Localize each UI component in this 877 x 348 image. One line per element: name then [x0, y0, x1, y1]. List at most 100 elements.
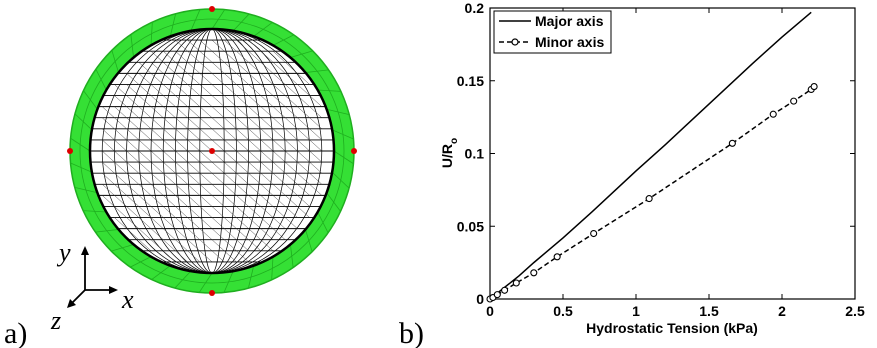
inner-mesh-edge [187, 73, 200, 85]
inner-mesh-edge [260, 228, 274, 240]
inner-mesh-edge [211, 62, 225, 74]
inner-mesh-edge [199, 39, 213, 52]
inner-mesh-edge [272, 184, 286, 196]
inner-mesh-edge [150, 106, 164, 118]
inner-mesh-edge [224, 95, 237, 107]
inner-mesh-edge [126, 117, 139, 129]
inner-mesh-edge [175, 239, 188, 251]
inner-mesh-edge [272, 195, 286, 207]
inner-mesh-edge [211, 184, 225, 196]
inner-mesh-edge [272, 51, 286, 63]
inner-mesh-edge [285, 173, 298, 185]
inner-mesh-edge [272, 206, 286, 218]
inner-mesh-edge [150, 206, 164, 218]
inner-mesh-edge [102, 117, 115, 129]
inner-mesh-edge [272, 84, 286, 96]
panel-b-label: b) [399, 317, 424, 348]
node-marker [209, 290, 215, 296]
inner-mesh-edge [199, 106, 213, 118]
inner-mesh-edge [150, 173, 164, 185]
inner-mesh-edge [248, 117, 261, 129]
inner-mesh-edge [199, 195, 213, 207]
inner-longitude-line [89, 28, 335, 274]
inner-mesh-edge [114, 206, 127, 218]
inner-mesh-edge [309, 128, 322, 141]
inner-mesh-edge [126, 184, 139, 196]
inner-mesh-edge [175, 95, 188, 107]
inner-mesh-edge [211, 239, 225, 251]
inner-mesh-edge [175, 184, 188, 196]
inner-mesh-edge [114, 184, 127, 196]
inner-mesh-edge [272, 73, 286, 85]
inner-mesh-edge [211, 84, 225, 96]
inner-mesh-edge [175, 117, 188, 129]
minor-axis-point [553, 253, 561, 261]
inner-mesh-edge [285, 217, 298, 229]
inner-mesh-edge [211, 51, 225, 63]
inner-mesh-edge [163, 195, 176, 207]
inner-mesh-edge [297, 184, 310, 196]
inner-mesh-edge [285, 73, 298, 85]
inner-mesh-edge [138, 150, 152, 163]
inner-mesh-edge [175, 62, 188, 74]
inner-mesh-edge [175, 206, 188, 218]
inner-mesh-edge [260, 73, 274, 85]
inner-mesh-edge [102, 106, 115, 118]
inner-mesh-edge [297, 106, 310, 118]
minor-axis-point [645, 195, 653, 203]
inner-mesh-edge [138, 139, 152, 152]
inner-mesh-edge [175, 73, 188, 85]
inner-mesh-edge [211, 250, 225, 263]
inner-mesh-edge [187, 228, 200, 240]
inner-mesh-edge [224, 206, 237, 218]
inner-mesh-edge [285, 128, 298, 141]
inner-mesh-edge [163, 51, 176, 63]
inner-mesh-edge [138, 228, 152, 240]
inner-mesh-edge [163, 73, 176, 85]
inner-mesh-edge [309, 95, 322, 107]
inner-mesh-edge [150, 150, 164, 163]
inner-mesh-edge [175, 84, 188, 96]
inner-mesh-edge [187, 173, 200, 185]
legend-minor-marker [511, 38, 519, 46]
y-tick-label: 0.1 [465, 146, 485, 162]
inner-mesh-edge [236, 173, 249, 185]
inner-mesh-edge [260, 195, 274, 207]
inner-mesh-edge [224, 139, 237, 152]
inner-mesh-edge [297, 95, 310, 107]
inner-mesh-edge [224, 228, 237, 240]
inner-mesh-edge [199, 128, 213, 141]
z-arrow-head [67, 299, 76, 308]
inner-mesh-edge [272, 139, 286, 152]
inner-mesh-edge [272, 228, 286, 240]
y-axis-label-group: U/Ro [439, 138, 460, 168]
inner-mesh-edge [260, 184, 274, 196]
inner-mesh-edge [126, 228, 139, 240]
inner-mesh-edge [150, 62, 164, 74]
inner-mesh-edge [224, 84, 237, 96]
inner-mesh-edge [187, 150, 200, 163]
inner-mesh-edge [138, 128, 152, 141]
inner-mesh-edge [102, 161, 115, 174]
inner-mesh-edge [175, 195, 188, 207]
inner-mesh-edge [199, 62, 213, 74]
x-arrow-head [109, 286, 118, 294]
inner-mesh-edge [102, 184, 115, 196]
inner-mesh-edge [211, 95, 225, 107]
inner-mesh-edge [224, 73, 237, 85]
inner-mesh-edge [163, 173, 176, 185]
x-axis-label: Hydrostatic Tension (kPa) [586, 320, 758, 336]
inner-mesh-edge [248, 51, 261, 63]
inner-mesh-edge [126, 217, 139, 229]
inner-mesh-edge [211, 173, 225, 185]
inner-mesh-edge [272, 173, 286, 185]
inner-mesh-edge [211, 228, 225, 240]
inner-mesh-edge [285, 184, 298, 196]
inner-mesh-edge [248, 95, 261, 107]
inner-mesh-edge [224, 173, 237, 185]
x-tick-label: 0.5 [553, 303, 573, 319]
inner-mesh-edge [126, 139, 139, 152]
inner-mesh-edge [297, 73, 310, 85]
legend: Major axis Minor axis [493, 10, 612, 54]
inner-mesh-edge [285, 84, 298, 96]
